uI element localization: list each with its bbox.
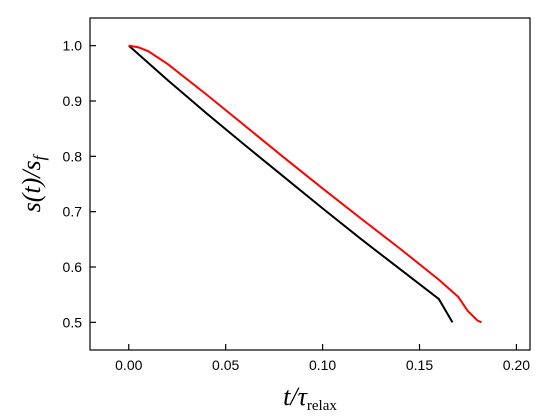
- plot-frame: [89, 17, 531, 351]
- y-tick-label: 0.7: [63, 204, 83, 220]
- x-label-main: t/τ: [283, 382, 308, 411]
- x-tick-label: 0.05: [212, 357, 239, 373]
- y-label-sub: f: [30, 153, 49, 160]
- x-tick-label: 0.10: [309, 357, 336, 373]
- x-tick-label: 0.00: [115, 357, 142, 373]
- series-line: [128, 44, 482, 324]
- x-axis-label: t/τrelax: [283, 382, 337, 414]
- x-tick-label: 0.15: [406, 357, 433, 373]
- x-label-sub: relax: [307, 398, 337, 414]
- y-axis-label: s(t)/sf: [17, 153, 49, 212]
- x-tick-label: 0.20: [503, 357, 530, 373]
- y-tick-label: 0.6: [63, 259, 83, 275]
- y-tick-label: 1.0: [63, 38, 83, 54]
- y-tick-label: 0.9: [63, 93, 83, 109]
- y-tick-label: 0.5: [63, 314, 83, 330]
- series-line: [128, 44, 454, 323]
- y-label-main: s(t)/s: [17, 160, 46, 212]
- y-tick-label: 0.8: [63, 148, 83, 164]
